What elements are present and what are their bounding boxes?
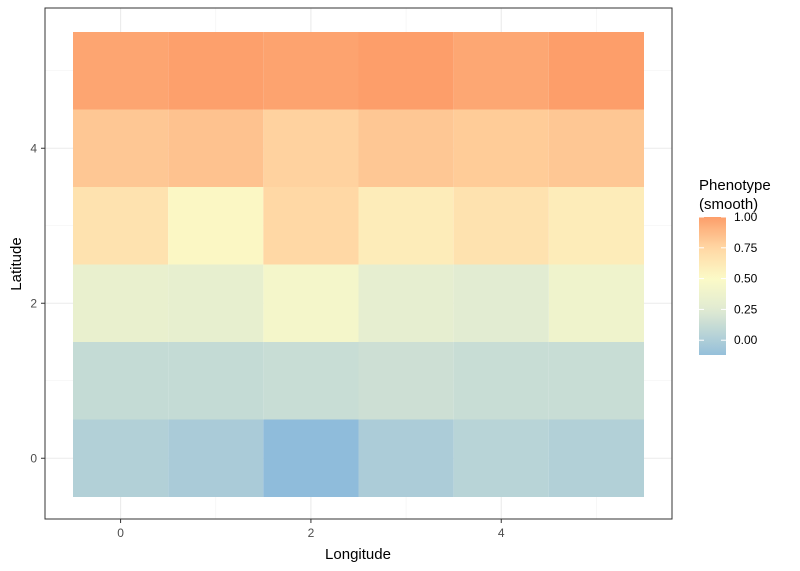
heatmap-cell: [168, 419, 264, 497]
legend-label: 0.25: [734, 302, 758, 316]
heatmap-cell: [453, 264, 549, 342]
y-axis-title: Latitude: [8, 237, 25, 290]
x-tick-label: 4: [498, 526, 505, 540]
heatmap-cell: [358, 187, 454, 265]
legend-ticks: 1.00 0.75 0.50 0.25 0.00: [699, 210, 758, 347]
heatmap-cell: [168, 342, 264, 420]
heatmap-cell: [263, 419, 359, 497]
heatmap-cell: [548, 419, 644, 497]
heatmap-cell: [73, 109, 169, 187]
heatmap-cell: [548, 32, 644, 110]
legend-label: 0.50: [734, 272, 758, 286]
heatmap-cell: [548, 264, 644, 342]
legend-label: 0.00: [734, 333, 758, 347]
heatmap-cell: [168, 32, 264, 110]
legend-title-line-2: (smooth): [699, 196, 758, 213]
heatmap-cell: [548, 342, 644, 420]
color-legend: Phenotype (smooth) 1.00 0.75 0.50 0.25 0.00: [699, 177, 771, 355]
heatmap-cell: [263, 109, 359, 187]
x-axis-title: Longitude: [325, 546, 391, 563]
heatmap-cell: [263, 32, 359, 110]
heatmap-cell: [263, 342, 359, 420]
heatmap-cell: [73, 342, 169, 420]
y-tick-label: 2: [30, 296, 37, 310]
heatmap-cell: [73, 187, 169, 265]
x-axis-ticks: 0 2 4: [117, 519, 505, 540]
heatmap-cell: [453, 32, 549, 110]
heatmap-cells: [73, 32, 644, 497]
heatmap-cell: [73, 32, 169, 110]
heatmap-cell: [453, 342, 549, 420]
heatmap-cell: [168, 264, 264, 342]
plot-panel-border: [44, 7, 673, 520]
heatmap-cell: [73, 264, 169, 342]
heatmap-cell: [73, 419, 169, 497]
legend-label: 1.00: [734, 210, 758, 224]
x-tick-label: 0: [117, 526, 124, 540]
legend-colorbar: [699, 217, 726, 355]
heatmap-cell: [453, 419, 549, 497]
heatmap-cell: [358, 342, 454, 420]
heatmap-cell: [358, 419, 454, 497]
heatmap-cell: [168, 187, 264, 265]
heatmap-cell: [263, 187, 359, 265]
heatmap-cell: [548, 187, 644, 265]
heatmap-cell: [548, 109, 644, 187]
heatmap-cell: [453, 187, 549, 265]
heatmap-cell: [358, 264, 454, 342]
heatmap-cell: [358, 109, 454, 187]
heatmap-cell: [358, 32, 454, 110]
legend-label: 0.75: [734, 241, 758, 255]
y-axis-ticks: 0 2 4: [30, 141, 45, 465]
heatmap-cell: [263, 264, 359, 342]
x-tick-label: 2: [308, 526, 315, 540]
heatmap-cell: [168, 109, 264, 187]
legend-title-line-1: Phenotype: [699, 177, 771, 194]
y-tick-label: 0: [30, 451, 37, 465]
heatmap-cell: [453, 109, 549, 187]
y-tick-label: 4: [30, 141, 37, 155]
